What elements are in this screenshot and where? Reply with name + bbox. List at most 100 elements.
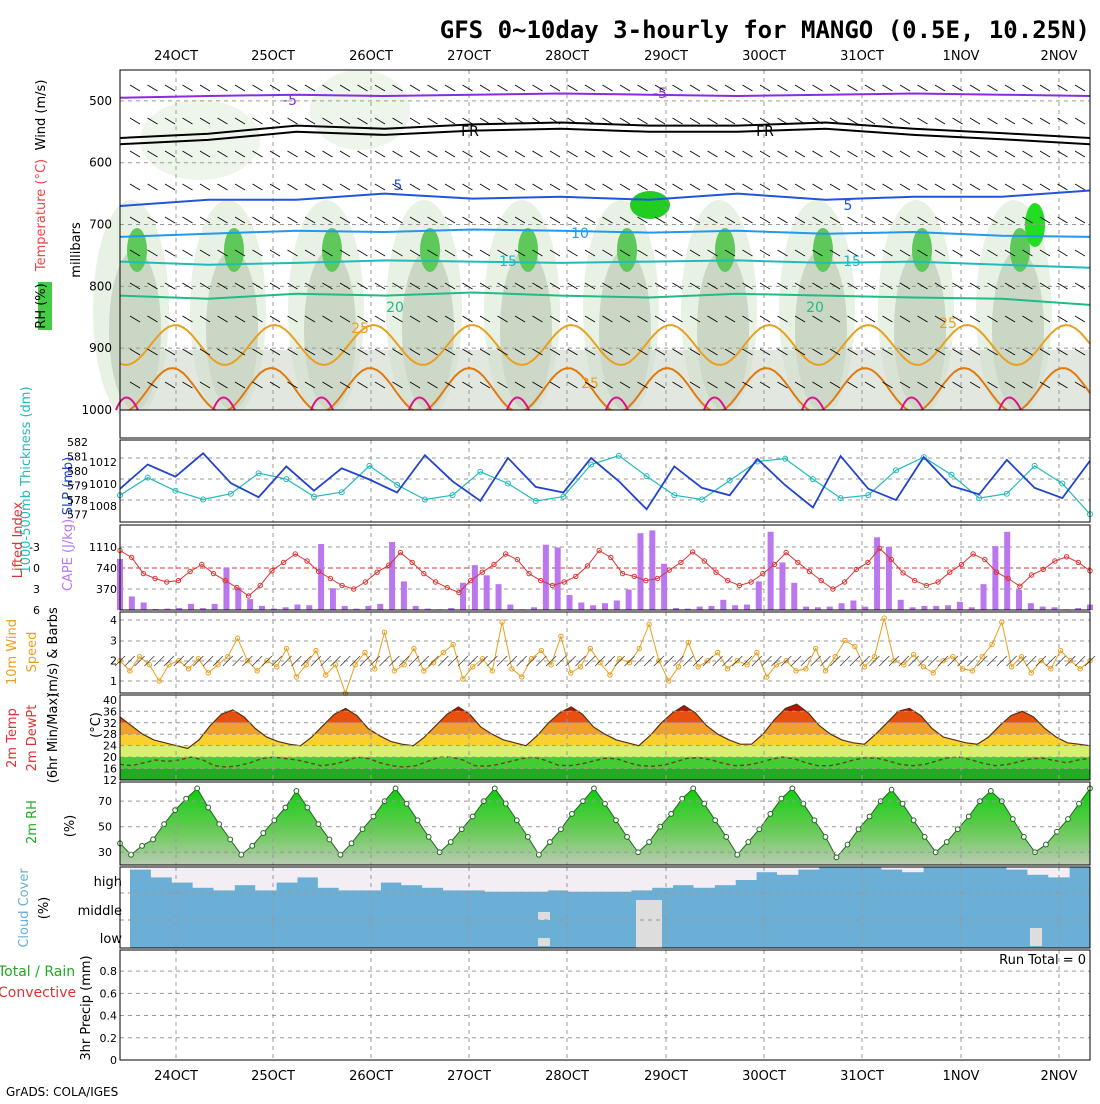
wind-barb <box>864 183 876 191</box>
li-point <box>678 559 684 566</box>
wind-barb <box>742 150 753 158</box>
wind-barb <box>427 183 438 191</box>
wind-barb <box>899 183 911 191</box>
li-point <box>643 577 649 584</box>
li-point <box>257 582 263 589</box>
li-point <box>783 549 789 556</box>
wind-barb <box>549 315 561 323</box>
wind-barb <box>619 249 631 257</box>
wind-barb <box>899 216 911 224</box>
temp-tick: 24 <box>103 740 117 753</box>
wind-barb <box>722 655 733 667</box>
wind-barb <box>398 655 410 667</box>
wind-barb <box>643 655 655 667</box>
rh-point <box>535 851 542 858</box>
wind-barb <box>707 117 718 125</box>
wind-barb <box>567 216 578 224</box>
wind-barb <box>202 655 214 667</box>
wind-barb <box>742 348 753 356</box>
isotherm-label: 20 <box>806 300 824 316</box>
wind-barb <box>692 655 704 667</box>
thickness-tick: 578 <box>67 494 88 507</box>
wind-barb <box>847 183 858 191</box>
wind-barb <box>689 183 701 191</box>
wind-barb <box>654 216 666 224</box>
wind-barb <box>917 84 928 92</box>
wind-barb <box>496 655 508 667</box>
rh-point <box>679 795 686 802</box>
li-point <box>888 556 895 563</box>
wind-barb <box>602 249 613 257</box>
wind-speed-point <box>685 639 691 646</box>
pressure-tick: 1000 <box>81 403 112 417</box>
precip-tick: 0.2 <box>100 1032 118 1045</box>
li-point <box>795 559 801 566</box>
wind-barb <box>514 183 526 191</box>
rh-point <box>899 800 906 807</box>
wind-barb <box>374 282 386 290</box>
wind-barb <box>654 84 666 92</box>
wind-barb <box>427 315 438 323</box>
slp-tick: 1012 <box>89 456 117 469</box>
wind-barb <box>409 150 421 158</box>
wind-barb <box>269 117 281 125</box>
wind-barb <box>304 348 316 356</box>
rh-point <box>249 842 256 849</box>
wind-barb <box>777 84 788 92</box>
wind-barb <box>462 282 473 290</box>
thickness-point <box>227 490 234 497</box>
wind-speed-point <box>734 658 740 664</box>
thickness-point <box>1059 480 1066 487</box>
wind-barb <box>619 150 631 158</box>
thickness-point <box>144 474 151 481</box>
li-point <box>514 556 521 563</box>
wind-speed-point <box>146 662 153 668</box>
wind-barb <box>584 315 596 323</box>
wind-barb <box>392 348 403 356</box>
wind-barb <box>934 216 946 224</box>
wind-barb <box>252 84 263 92</box>
cape-bar <box>578 602 585 610</box>
wind-speed-point <box>705 658 711 664</box>
li-point <box>315 568 322 575</box>
wind-barb <box>724 150 736 158</box>
thickness-point <box>837 495 844 502</box>
wind-barb <box>427 150 438 158</box>
wind-barb <box>164 381 176 389</box>
wind-speed-point <box>519 674 525 680</box>
wind-barb <box>287 183 298 191</box>
cloud-high-gap <box>505 867 528 892</box>
wind-speed-point <box>127 668 133 674</box>
cloud-high-gap <box>902 867 924 873</box>
wind-speed-point <box>489 668 496 674</box>
cape-bar <box>566 595 573 610</box>
wind-barb <box>689 117 701 125</box>
temp-band <box>120 734 1090 746</box>
temp-tick: 20 <box>103 751 117 764</box>
wind-barb <box>820 655 831 667</box>
wind-speed-point <box>215 662 221 668</box>
wind-barb <box>689 315 701 323</box>
wind-speed-point <box>332 662 339 668</box>
wind-barb <box>339 315 351 323</box>
wind-barb <box>304 381 316 389</box>
wind-barb <box>882 150 893 158</box>
cape-bar <box>850 600 857 610</box>
thickness-point <box>615 452 622 459</box>
wind-barb <box>742 315 753 323</box>
wind-speed-point <box>499 619 505 625</box>
wind-speed-point <box>881 615 887 621</box>
wind-barb <box>153 655 165 667</box>
wind-speed-point <box>1028 670 1034 676</box>
wind-speed-point <box>225 653 231 660</box>
cloud-high-gap <box>213 867 235 891</box>
wind-barb <box>952 381 963 389</box>
cloud-high-gap <box>463 867 486 891</box>
wind-barb <box>357 183 368 191</box>
wind-barb <box>584 249 596 257</box>
temp-band <box>120 768 1090 780</box>
wind-barb <box>759 216 771 224</box>
li-point <box>538 577 544 584</box>
wind-barb <box>899 381 911 389</box>
